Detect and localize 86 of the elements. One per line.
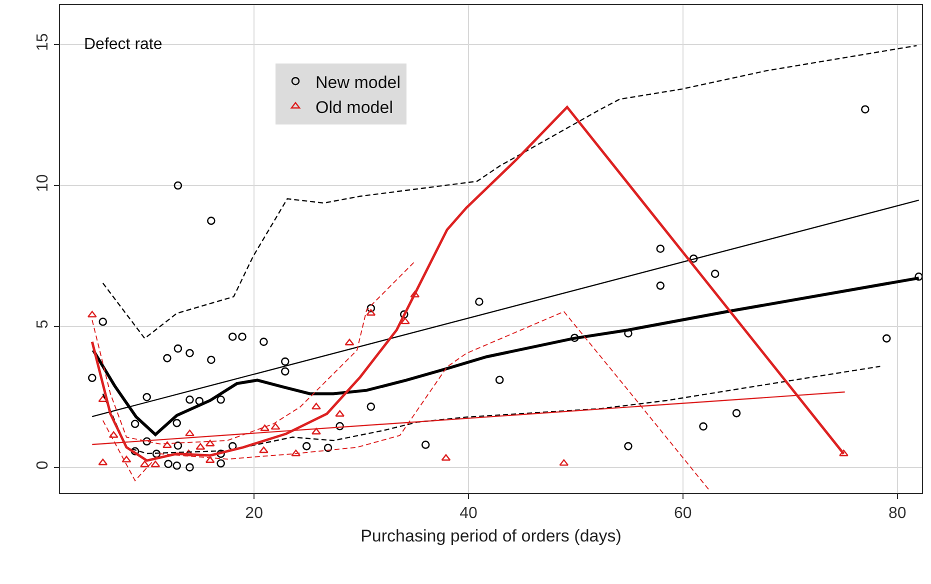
point (624, 442, 632, 450)
point (238, 332, 246, 341)
point (140, 460, 150, 468)
point (914, 272, 922, 281)
point (570, 334, 579, 342)
point (186, 348, 194, 358)
point (108, 431, 118, 438)
point (186, 395, 194, 404)
point (130, 447, 140, 456)
point (281, 357, 290, 366)
point (270, 423, 280, 430)
point (302, 442, 311, 450)
point (882, 334, 891, 343)
point (98, 458, 108, 466)
point (344, 338, 354, 346)
point (260, 424, 270, 432)
point (174, 181, 182, 190)
point (291, 450, 301, 456)
point (861, 105, 870, 114)
x-tick-label: 20 (245, 505, 264, 522)
point (335, 410, 345, 417)
point (441, 454, 451, 461)
point (88, 374, 96, 382)
point (259, 446, 268, 454)
point (98, 318, 108, 326)
point (732, 409, 741, 418)
point (281, 367, 290, 376)
point (122, 456, 132, 462)
point (142, 437, 151, 446)
point (312, 428, 321, 434)
y-axis-title: Defect rate (84, 36, 162, 53)
point (312, 402, 321, 410)
x-tick-label: 40 (460, 505, 478, 522)
point (87, 310, 97, 318)
point (366, 402, 376, 411)
point (228, 332, 237, 341)
point (164, 460, 172, 468)
point (163, 354, 172, 362)
point (839, 450, 848, 456)
point (162, 441, 172, 448)
point (152, 450, 161, 458)
point (207, 356, 216, 364)
point (421, 440, 430, 449)
x-tick-label: 60 (674, 505, 692, 522)
y-tick-label: 15 (34, 33, 52, 51)
y-tick-label: 5 (34, 320, 52, 329)
point (710, 270, 720, 278)
point (656, 282, 665, 290)
point (495, 376, 504, 384)
point (656, 244, 665, 253)
point (195, 396, 204, 406)
y-tick-label: 0 (34, 460, 52, 470)
point (216, 450, 225, 458)
point (216, 459, 225, 468)
point (324, 444, 332, 452)
point (172, 461, 182, 470)
point (174, 441, 182, 450)
point (186, 463, 194, 472)
legend-label: Old model (316, 98, 393, 117)
point (410, 290, 420, 298)
point (142, 392, 151, 402)
point (336, 422, 344, 430)
point (196, 443, 206, 450)
y-tick-label: 10 (34, 174, 52, 192)
point (559, 459, 569, 466)
point (366, 309, 376, 316)
point (172, 418, 182, 428)
point (150, 460, 160, 468)
x-axis-title: Purchasing period of orders (days) (360, 526, 622, 546)
point (228, 442, 237, 450)
point (400, 318, 410, 324)
point (260, 338, 268, 346)
point (130, 420, 140, 428)
point (400, 310, 408, 319)
point (366, 304, 376, 312)
point (689, 254, 698, 263)
point (205, 456, 215, 463)
point (699, 422, 708, 431)
point (475, 298, 484, 306)
point (207, 216, 216, 225)
point (174, 344, 182, 353)
point (205, 440, 215, 446)
point (216, 395, 225, 404)
legend-label: New model (316, 72, 401, 92)
x-tick-label: 80 (888, 505, 906, 522)
point (185, 430, 194, 436)
